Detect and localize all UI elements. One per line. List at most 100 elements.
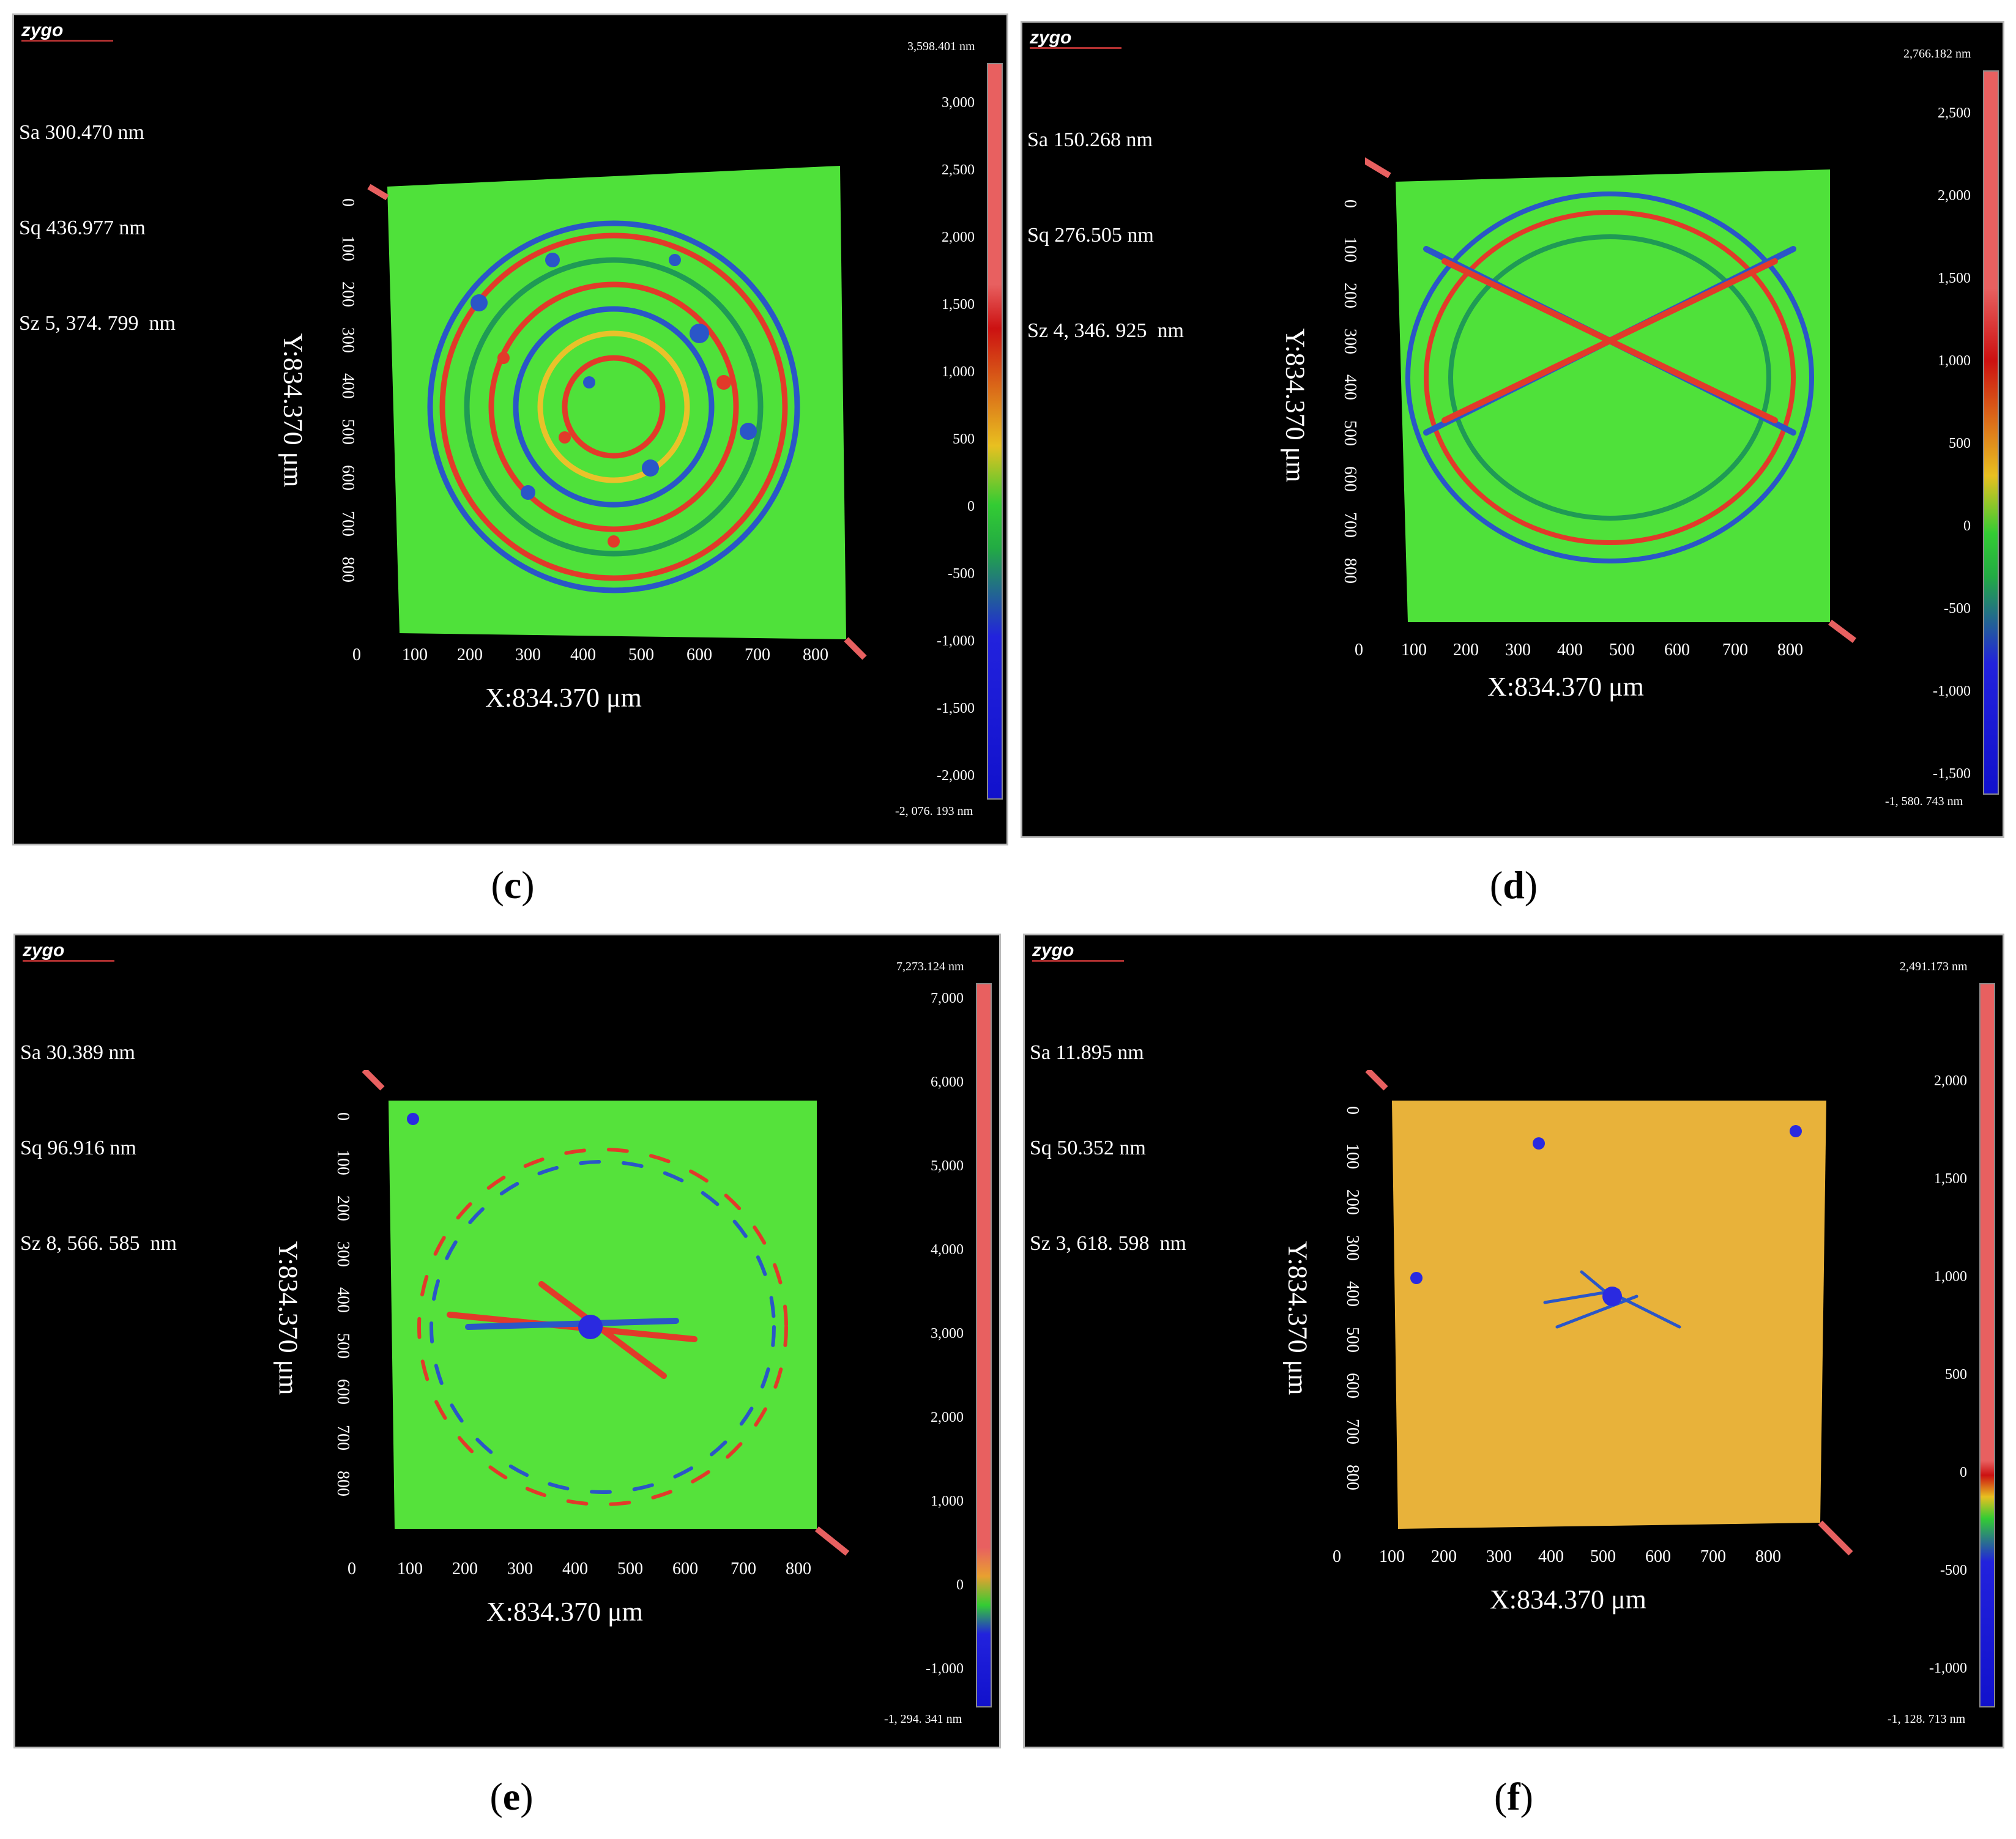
caption-e: (e) [489, 1775, 534, 1818]
colorbar-max: 3,598.401 nm [907, 40, 975, 53]
colorbar-tick: 500 [1945, 1367, 1967, 1383]
x-tick: 300 [507, 1559, 533, 1578]
x-tick: 700 [1700, 1547, 1726, 1566]
svg-text:zygo: zygo [1032, 940, 1074, 960]
y-tick: 800 [333, 1471, 352, 1496]
y-tick: 100 [338, 236, 357, 261]
colorbar-tick: -500 [1944, 601, 1971, 617]
x-tick: 700 [731, 1559, 756, 1578]
x-tick: 200 [1431, 1547, 1457, 1566]
y-tick: 600 [1341, 466, 1359, 492]
y-tick: 200 [338, 281, 357, 307]
y-tick: 200 [1341, 283, 1359, 308]
colorbar-tick: 1,000 [931, 1493, 964, 1509]
y-tick: 300 [338, 327, 357, 353]
y-tick: 300 [333, 1241, 352, 1267]
zygo-logo: zygo [1029, 28, 1121, 49]
stat-sz: Sz 3, 618. 598 nm [1030, 1232, 1186, 1255]
colorbar-tick: 5,000 [931, 1158, 964, 1174]
caption-f: (f) [1494, 1775, 1533, 1818]
y-tick: 200 [333, 1195, 352, 1221]
x-tick: 600 [1664, 641, 1690, 659]
stat-sa: Sa 150.268 nm [1027, 128, 1153, 151]
surface-map [362, 1070, 850, 1556]
x-tick: 0 [348, 1559, 356, 1578]
y-tick: 800 [338, 557, 357, 582]
y-tick: 500 [338, 419, 357, 445]
caption-d: (d) [1489, 863, 1538, 907]
stat-sz: Sz 4, 346. 925 nm [1027, 319, 1184, 342]
x-tick: 800 [1755, 1547, 1781, 1566]
y-tick: 100 [333, 1150, 352, 1175]
colorbar-min: -2, 076. 193 nm [895, 804, 973, 818]
x-tick: 700 [1722, 641, 1748, 659]
y-tick: 400 [333, 1287, 352, 1313]
x-tick: 500 [1590, 1547, 1616, 1566]
y-tick: 800 [1341, 558, 1359, 584]
stat-sz: Sz 8, 566. 585 nm [20, 1232, 177, 1255]
colorbar-tick: -1,500 [937, 700, 975, 716]
colorbar-tick: -500 [1940, 1562, 1967, 1578]
y-tick: 400 [338, 373, 357, 399]
caption-c: (c) [491, 863, 535, 907]
y-tick: 0 [333, 1112, 352, 1121]
y-tick: 0 [338, 198, 357, 207]
surface-stats: Sa 11.895 nm Sq 50.352 nm Sz 3, 618. 598… [1030, 973, 1186, 1323]
stat-sz: Sz 5, 374. 799 nm [19, 312, 176, 335]
colorbar-tick: 0 [1963, 518, 1971, 534]
x-tick: 600 [686, 645, 712, 664]
x-tick: 200 [1453, 641, 1479, 659]
x-tick: 100 [402, 645, 428, 664]
x-tick: 0 [1355, 641, 1363, 659]
colorbar-tick: 3,000 [942, 95, 975, 111]
x-tick: 500 [617, 1559, 643, 1578]
colorbar-tick: 2,000 [942, 229, 975, 245]
y-tick: 400 [1341, 374, 1359, 400]
y-tick: 100 [1343, 1143, 1362, 1169]
stat-sq: Sq 96.916 nm [20, 1137, 136, 1159]
colorbar-tick: -1,000 [1929, 1660, 1967, 1676]
zygo-logo: zygo [22, 940, 114, 962]
panel-f: zygo Sa 11.895 nm Sq 50.352 nm Sz 3, 618… [1023, 934, 2004, 1748]
colorbar-min: -1, 294. 341 nm [884, 1712, 962, 1726]
y-tick: 100 [1341, 237, 1359, 262]
x-tick: 600 [672, 1559, 698, 1578]
x-tick: 300 [515, 645, 541, 664]
colorbar-tick: 4,000 [931, 1242, 964, 1258]
colorbar-tick: 500 [1949, 436, 1971, 451]
y-tick: 500 [333, 1333, 352, 1359]
x-tick: 100 [1379, 1547, 1405, 1566]
colorbar-tick: -1,000 [1933, 683, 1971, 699]
y-tick: 500 [1343, 1327, 1362, 1353]
y-tick: 500 [1341, 420, 1359, 446]
x-tick: 200 [457, 645, 483, 664]
colorbar [976, 983, 992, 1707]
y-tick: 700 [338, 511, 357, 537]
y-tick: 700 [1343, 1419, 1362, 1444]
stat-sq: Sq 50.352 nm [1030, 1137, 1146, 1159]
colorbar-tick: -1,000 [926, 1661, 964, 1677]
y-tick: 0 [1343, 1106, 1362, 1115]
colorbar-min: -1, 580. 743 nm [1885, 795, 1963, 808]
x-axis-title: X:834.370 μm [485, 683, 642, 713]
x-tick: 800 [1777, 641, 1803, 659]
colorbar [1983, 70, 1999, 795]
x-tick: 700 [745, 645, 770, 664]
colorbar-tick: 6,000 [931, 1074, 964, 1090]
panel-c: zygo Sa 300.470 nm Sq 436.977 nm Sz 5, 3… [12, 13, 1008, 845]
colorbar [987, 63, 1003, 800]
colorbar-tick: 2,000 [931, 1410, 964, 1425]
surface-map [367, 166, 867, 660]
colorbar-tick: 2,000 [1938, 188, 1971, 204]
x-axis-title: X:834.370 μm [1490, 1585, 1646, 1614]
colorbar-tick: 0 [956, 1577, 964, 1593]
stat-sa: Sa 11.895 nm [1030, 1041, 1144, 1064]
colorbar-tick: 7,000 [931, 990, 964, 1006]
colorbar-max: 2,491.173 nm [1900, 960, 1968, 973]
x-axis-title: X:834.370 μm [486, 1597, 643, 1627]
y-tick: 800 [1343, 1465, 1362, 1490]
svg-text:zygo: zygo [22, 940, 64, 960]
colorbar-tick: 1,500 [942, 297, 975, 313]
panel-d: zygo Sa 150.268 nm Sq 276.505 nm Sz 4, 3… [1021, 21, 2004, 838]
surface-stats: Sa 150.268 nm Sq 276.505 nm Sz 4, 346. 9… [1027, 61, 1184, 411]
